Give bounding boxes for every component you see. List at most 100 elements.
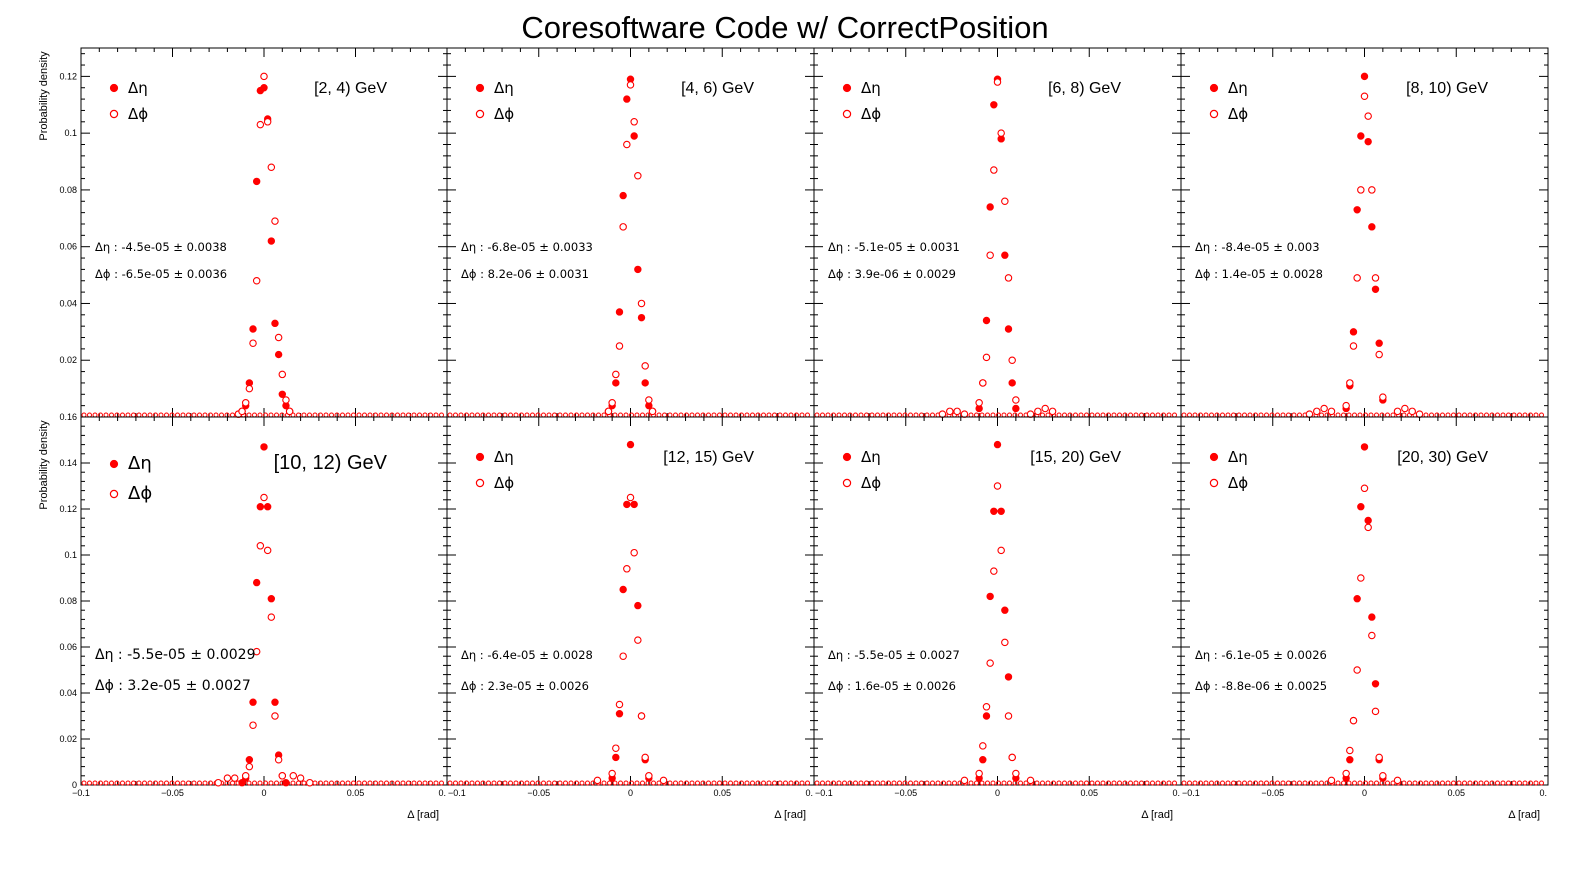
baseline-point xyxy=(1280,780,1286,786)
x-axis-label: Δ [rad] xyxy=(407,809,439,821)
data-point xyxy=(982,703,991,711)
baseline-point xyxy=(623,780,629,786)
baseline-point xyxy=(1275,780,1280,786)
data-point xyxy=(623,500,631,509)
baseline-point xyxy=(1045,780,1051,786)
x-tick-label: −0.05 xyxy=(527,788,550,798)
pt-bin-label: [4, 6) GeV xyxy=(681,80,754,97)
stat-dphi: Δϕ : 8.2e-06 ± 0.0031 xyxy=(461,267,589,281)
baseline-point xyxy=(103,780,109,786)
baseline-point xyxy=(1401,412,1407,418)
baseline-point xyxy=(125,780,131,786)
baseline-point xyxy=(312,780,318,786)
data-point xyxy=(615,710,624,718)
baseline-point xyxy=(913,780,919,786)
stat-deta: Δη : -6.4e-05 ± 0.0028 xyxy=(461,648,593,662)
baseline-point xyxy=(788,412,794,418)
data-point xyxy=(993,78,1002,86)
baseline-point xyxy=(1192,412,1198,418)
baseline-point xyxy=(1478,780,1484,786)
data-point xyxy=(1001,197,1009,206)
baseline-point xyxy=(1203,412,1209,418)
baseline-point xyxy=(508,780,513,786)
baseline-point xyxy=(673,412,678,418)
baseline-point xyxy=(1242,412,1247,418)
baseline-point xyxy=(794,780,799,786)
baseline-point xyxy=(853,412,858,418)
baseline-point xyxy=(820,780,825,786)
data-point xyxy=(960,776,969,785)
baseline-point xyxy=(805,412,810,418)
baseline-point xyxy=(563,412,568,418)
data-point xyxy=(619,191,627,200)
baseline-point xyxy=(766,412,772,418)
data-point xyxy=(990,567,998,575)
baseline-point xyxy=(1045,412,1051,418)
baseline-point xyxy=(98,780,103,786)
baseline-point xyxy=(640,780,645,786)
baseline-point xyxy=(739,780,744,786)
data-point xyxy=(305,778,314,787)
data-point xyxy=(1393,407,1402,416)
baseline-point xyxy=(1423,412,1429,418)
data-point xyxy=(1379,393,1387,401)
legend-marker-filled xyxy=(475,83,485,93)
baseline-point xyxy=(1225,412,1231,418)
pt-bin-label: [6, 8) GeV xyxy=(1048,80,1121,97)
baseline-point xyxy=(684,780,689,786)
baseline-point xyxy=(1089,412,1095,418)
data-point xyxy=(623,140,631,149)
data-point xyxy=(1371,707,1380,716)
baseline-point xyxy=(1242,780,1247,786)
baseline-point xyxy=(946,780,952,786)
baseline-point xyxy=(318,780,323,786)
data-point xyxy=(1004,673,1013,681)
baseline-point xyxy=(1363,780,1368,786)
data-point xyxy=(260,493,268,502)
baseline-point xyxy=(1352,780,1357,786)
baseline-point xyxy=(246,412,252,418)
stat-dphi: Δϕ : 2.3e-05 ± 0.0026 xyxy=(461,679,589,693)
baseline-point xyxy=(1341,780,1346,786)
baseline-point xyxy=(491,780,497,786)
baseline-point xyxy=(1269,412,1275,418)
baseline-point xyxy=(1517,780,1522,786)
baseline-point xyxy=(92,412,98,418)
data-point xyxy=(659,776,668,785)
legend-marker-open xyxy=(842,478,852,488)
data-point xyxy=(637,712,646,720)
baseline-point xyxy=(186,780,191,786)
legend-marker-open xyxy=(1209,478,1219,488)
baseline-point xyxy=(164,412,169,418)
baseline-point xyxy=(1133,412,1139,418)
series-dphi xyxy=(593,493,668,785)
data-point xyxy=(285,407,294,416)
baseline-point xyxy=(667,780,673,786)
baseline-point xyxy=(612,412,618,418)
baseline-point xyxy=(197,412,202,418)
plot-frame xyxy=(813,416,1182,786)
y-tick-label: 0.02 xyxy=(59,355,77,365)
baseline-point xyxy=(711,412,717,418)
baseline-point xyxy=(1187,412,1192,418)
baseline-point xyxy=(968,412,974,418)
baseline-point xyxy=(585,412,590,418)
legend-label-deta: Δη xyxy=(494,448,514,466)
legend-label-deta: Δη xyxy=(128,79,148,97)
data-point xyxy=(260,84,268,92)
baseline-point xyxy=(323,412,329,418)
stat-deta: Δη : -5.5e-05 ± 0.0029 xyxy=(95,647,255,663)
baseline-point xyxy=(1181,412,1187,418)
baseline-point xyxy=(147,780,153,786)
baseline-point xyxy=(345,412,351,418)
x-tick-label: 0 xyxy=(261,788,266,798)
y-tick-label: 0.16 xyxy=(59,412,77,422)
baseline-point xyxy=(1423,780,1429,786)
data-point xyxy=(993,482,1002,490)
baseline-point xyxy=(1368,412,1374,418)
baseline-point xyxy=(1264,412,1269,418)
data-point xyxy=(1320,404,1328,413)
baseline-point xyxy=(750,780,755,786)
baseline-point xyxy=(820,412,825,418)
baseline-point xyxy=(356,412,362,418)
